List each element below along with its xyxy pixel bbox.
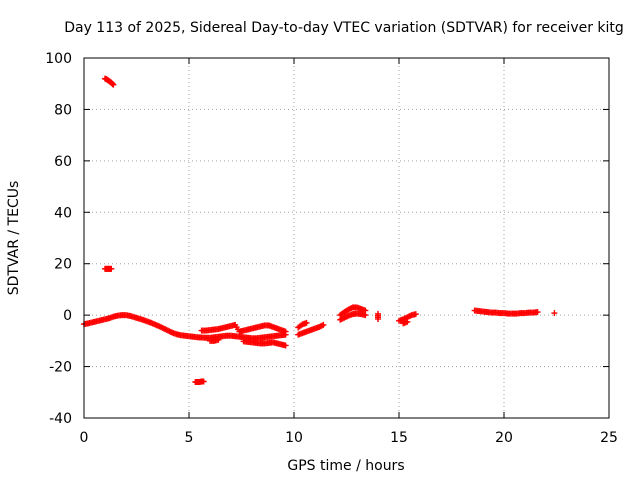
y-tick-label: 20 (54, 257, 72, 273)
y-tick-labels: -40 -20 0 20 40 60 80 100 (45, 51, 72, 427)
x-tick-label: 0 (80, 430, 89, 446)
y-tick-label: -40 (49, 411, 72, 427)
data-point-outlier-neg26 (200, 378, 207, 385)
plot-frame (83, 57, 610, 419)
x-tick-labels: 0 5 10 15 20 25 (80, 430, 618, 446)
y-tick-label: 0 (63, 308, 72, 324)
y-tick-label: 80 (54, 102, 72, 118)
x-tick-label: 15 (390, 430, 408, 446)
y-axis-title: SDTVAR / TECUs (6, 181, 22, 296)
grid-lines (84, 58, 609, 418)
data-point-segment-15-lower (404, 318, 411, 325)
x-tick-label: 10 (285, 430, 303, 446)
y-tick-label: -20 (49, 360, 72, 376)
x-tick-label: 20 (495, 430, 513, 446)
y-tick-label: 60 (54, 154, 72, 170)
data-point-lower-branches (215, 336, 222, 343)
data-point-isolated-22 (551, 310, 558, 317)
x-axis-title: GPS time / hours (287, 458, 404, 474)
data-point-segment-12-13-lower (362, 312, 369, 319)
tick-marks (83, 57, 610, 419)
data-point-segment-10-11-upper (303, 319, 310, 326)
x-tick-label: 5 (185, 430, 194, 446)
data-points (81, 75, 558, 385)
y-tick-label: 100 (45, 51, 72, 67)
data-point-outlier-18 (108, 265, 115, 272)
data-point-segment-15 (412, 311, 419, 318)
x-tick-label: 25 (600, 430, 618, 446)
data-point-upper-branches (282, 328, 289, 335)
y-tick-label: 40 (54, 205, 72, 221)
data-point-outlier-high (110, 81, 117, 88)
data-point-segment-10-11 (320, 321, 327, 328)
data-point-isolated-14 (375, 316, 381, 322)
data-point-lower-branches (282, 342, 289, 349)
chart-title: Day 113 of 2025, Sidereal Day-to-day VTE… (64, 20, 624, 36)
data-point-segment-18-22 (534, 309, 541, 316)
